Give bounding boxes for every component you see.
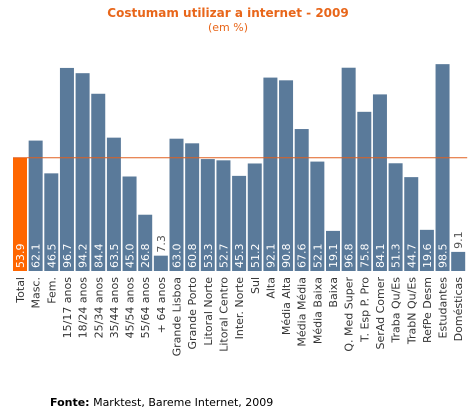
value-label-9: 26.8 [139,244,152,269]
bar-4 [59,67,74,272]
bar-5 [75,73,90,272]
value-label-25: 51.3 [390,244,403,269]
category-label-18: Média Alta [280,277,293,335]
bar-14 [216,160,231,271]
bar-18 [279,80,294,271]
category-label-11: Grande Lisboa [171,277,184,356]
value-label-18: 90.8 [280,244,293,269]
bar-1 [13,157,27,271]
category-label-9: 55/64 anos [139,277,152,339]
category-label-7: 35/44 anos [108,277,121,339]
category-label-22: Q. Med Super [343,277,356,352]
source-footer: Fonte: Marktest, Bareme Internet, 2009 [50,396,273,409]
bar-22 [341,67,356,271]
value-label-11: 63.0 [171,244,184,269]
bar-7 [106,137,121,271]
value-label-3: 46.5 [45,244,58,269]
category-label-1: Total [14,277,27,304]
value-label-8: 45.0 [124,244,137,269]
category-label-23: T. Esp P. Pro [358,277,371,343]
value-label-4: 96.7 [61,244,74,269]
category-label-2: Masc. [30,277,43,309]
bar-26 [404,177,419,271]
value-label-12: 60.8 [186,244,199,269]
category-labels-group: Total Masc. Fem. 15/17 anos 18/24 anos 25/34 … [14,277,465,357]
value-label-5: 94.2 [77,244,90,269]
value-label-1: 53.9 [14,244,27,269]
value-label-15: 45.3 [233,244,246,269]
bar-8 [122,176,137,271]
category-label-26: TrabN Qu/Es [405,277,418,345]
value-label-19: 67.6 [296,244,309,269]
bar-17 [263,77,278,271]
value-label-29: 9.1 [452,231,465,249]
bar-12 [185,143,200,271]
value-label-24: 84.1 [374,244,387,269]
value-label-14: 52.7 [217,244,230,269]
category-label-10: + 64 anos [155,277,168,334]
value-label-28: 98.5 [437,244,450,269]
value-label-2: 62.1 [30,244,43,269]
value-label-21: 19.1 [327,244,340,269]
value-label-10: 7.3 [155,235,168,253]
value-labels-group: 53.9 62.1 46.5 96.7 94.2 84.4 63.5 45.0 26.8 7.3 6… [14,231,465,268]
bar-11 [169,138,184,271]
bar-28 [435,64,450,272]
category-label-27: RefPe Desm [421,277,434,343]
bar-15 [232,175,247,271]
bar-3 [44,173,59,271]
value-label-26: 44.7 [405,244,418,269]
category-label-6: 25/34 anos [92,277,105,339]
category-label-3: Fem. [45,277,58,304]
bar-9 [138,214,153,271]
category-label-12: Grande Porto [186,277,199,350]
category-label-5: 18/24 anos [77,277,90,339]
value-label-16: 51.2 [249,244,262,269]
category-label-25: Traba Qu/Es [390,277,403,344]
bar-2 [28,140,43,271]
bar-23 [357,111,372,271]
bar-19 [294,129,309,271]
chart-title: Costumam utilizar a internet - 2009 [107,6,348,20]
category-label-29: Domésticas [452,277,465,342]
category-label-13: Litoral Norte [202,277,215,346]
chart-subtitle: (em %) [208,21,248,34]
bar-16 [247,163,262,271]
category-label-15: Inter. Norte [233,277,246,340]
category-label-16: Sul [249,277,262,294]
value-label-20: 52.1 [311,244,324,269]
bar-10 [153,255,168,271]
value-label-23: 75.8 [358,244,371,269]
category-label-17: Alta [264,277,277,299]
category-label-19: Média Média [296,277,309,347]
category-label-14: Litoral Centro [217,277,230,352]
category-label-24: SerAd Comer [374,277,387,350]
value-label-27: 19.6 [421,244,434,269]
value-label-13: 53.3 [202,244,215,269]
bars-group [13,64,466,272]
bar-29 [451,251,466,271]
source-text: Marktest, Bareme Internet, 2009 [89,396,274,409]
bar-13 [200,159,215,271]
value-label-7: 63.5 [108,244,121,269]
bar-6 [91,93,106,271]
category-label-28: Estudantes [437,277,450,339]
category-label-8: 45/54 anos [124,277,137,339]
value-label-6: 84.4 [92,244,105,269]
bar-27 [419,229,434,271]
bar-25 [388,163,403,271]
category-label-20: Média Baixa [311,277,324,344]
bar-21 [326,230,340,271]
bar-24 [372,94,387,271]
source-label: Fonte: [50,396,90,409]
bar-20 [310,161,325,271]
category-label-4: 15/17 anos [61,277,74,339]
value-label-22: 96.8 [343,244,356,269]
value-label-17: 92.1 [264,244,277,269]
category-label-21: Baixa [327,277,340,308]
